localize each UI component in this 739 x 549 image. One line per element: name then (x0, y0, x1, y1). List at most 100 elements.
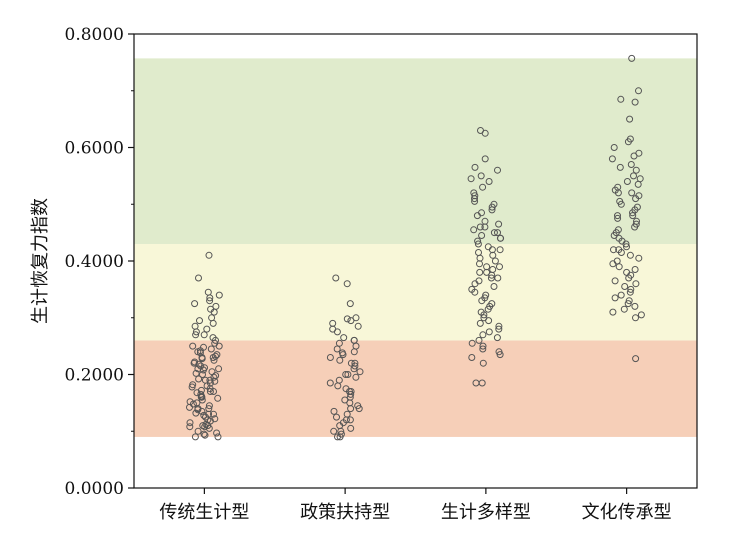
point-2-49 (484, 305, 492, 313)
point-0-15 (192, 328, 200, 336)
point-2-37 (488, 271, 496, 279)
point-2-36 (483, 268, 491, 276)
point-1-25 (352, 373, 360, 381)
point-2-14 (488, 203, 496, 211)
point-0-11 (196, 317, 203, 325)
point-3-61 (620, 305, 628, 313)
point-0-1 (195, 274, 202, 282)
point-0-80 (200, 430, 208, 438)
point-0-43 (195, 375, 203, 383)
point-0-57 (214, 394, 222, 402)
point-2-7 (485, 178, 493, 185)
x-category-label-1: 政策扶持型 (300, 502, 390, 523)
point-2-53 (485, 317, 493, 325)
point-2-70 (494, 274, 502, 282)
point-3-9 (630, 152, 638, 160)
point-2-22 (494, 229, 501, 237)
point-1-24 (344, 371, 352, 378)
point-2-60 (475, 336, 483, 344)
point-0-16 (192, 331, 200, 339)
point-3-3 (631, 98, 639, 106)
point-1-18 (326, 354, 334, 361)
point-1-49 (342, 416, 350, 424)
point-0-22 (207, 345, 215, 353)
point-2-72 (496, 263, 503, 271)
point-3-13 (632, 166, 640, 174)
point-3-62 (609, 308, 617, 316)
point-3-17 (634, 180, 642, 188)
point-1-23 (356, 368, 364, 376)
point-1-19 (336, 356, 344, 364)
point-1-40 (346, 416, 354, 424)
point-3-68 (628, 189, 636, 197)
point-0-63 (186, 403, 193, 411)
point-3-65 (632, 355, 640, 363)
point-0-77 (201, 423, 209, 431)
point-0-90 (210, 388, 217, 395)
point-0-12 (209, 319, 217, 327)
point-2-28 (496, 246, 504, 254)
point-2-59 (493, 334, 501, 342)
point-1-14 (333, 345, 341, 353)
point-3-20 (614, 189, 622, 197)
y-tick-label-3: 0.6000 (65, 139, 124, 159)
point-3-38 (622, 240, 630, 248)
point-2-43 (471, 288, 479, 296)
point-3-28 (629, 212, 637, 220)
point-1-50 (355, 405, 363, 413)
point-3-43 (635, 254, 643, 262)
point-3-24 (617, 200, 625, 208)
point-0-6 (191, 300, 199, 308)
point-2-33 (476, 260, 483, 268)
point-0-74 (186, 419, 194, 427)
point-2-25 (474, 237, 482, 245)
point-3-57 (611, 294, 619, 302)
point-2-62 (479, 342, 487, 350)
point-0-71 (211, 415, 219, 423)
point-1-54 (350, 336, 358, 344)
point-0-81 (214, 433, 222, 441)
point-2-5 (477, 172, 485, 180)
point-0-45 (211, 377, 219, 385)
point-3-27 (629, 209, 636, 217)
point-2-6 (467, 175, 475, 183)
point-0-84 (213, 429, 221, 437)
point-0-0 (205, 251, 213, 259)
point-0-29 (198, 355, 206, 363)
point-0-62 (205, 402, 213, 410)
axes: 0.0000 0.2000 0.4000 0.6000 0.8000 传统生计型 政策扶持型… (65, 25, 698, 523)
point-1-53 (351, 359, 359, 367)
point-0-3 (215, 291, 223, 299)
point-0-49 (188, 383, 196, 391)
point-2-41 (490, 283, 498, 290)
point-3-14 (630, 172, 637, 180)
point-0-95 (200, 331, 208, 339)
point-3-60 (631, 302, 639, 310)
point-2-65 (496, 351, 504, 359)
point-0-18 (212, 336, 219, 344)
point-0-85 (204, 422, 212, 430)
point-0-69 (200, 411, 208, 419)
band-1 (134, 243, 697, 341)
y-axis-title: 生计恢复力指数 (30, 198, 51, 324)
point-0-32 (190, 359, 198, 367)
point-2-69 (472, 379, 480, 387)
point-0-83 (201, 431, 209, 439)
point-1-39 (333, 413, 340, 421)
point-3-11 (627, 161, 635, 168)
point-3-54 (627, 285, 635, 293)
x-category-label-3: 文化传承型 (582, 502, 672, 523)
point-2-26 (474, 240, 482, 248)
point-0-5 (206, 297, 214, 305)
point-0-61 (189, 400, 197, 408)
point-2-23 (478, 232, 486, 239)
point-2-75 (490, 229, 498, 237)
point-2-61 (468, 339, 476, 347)
point-2-58 (479, 331, 487, 339)
point-1-3 (352, 314, 360, 322)
point-0-88 (205, 405, 213, 413)
band-0 (134, 340, 697, 437)
x-category-label-0: 传统生计型 (159, 502, 249, 523)
point-3-46 (615, 263, 623, 271)
